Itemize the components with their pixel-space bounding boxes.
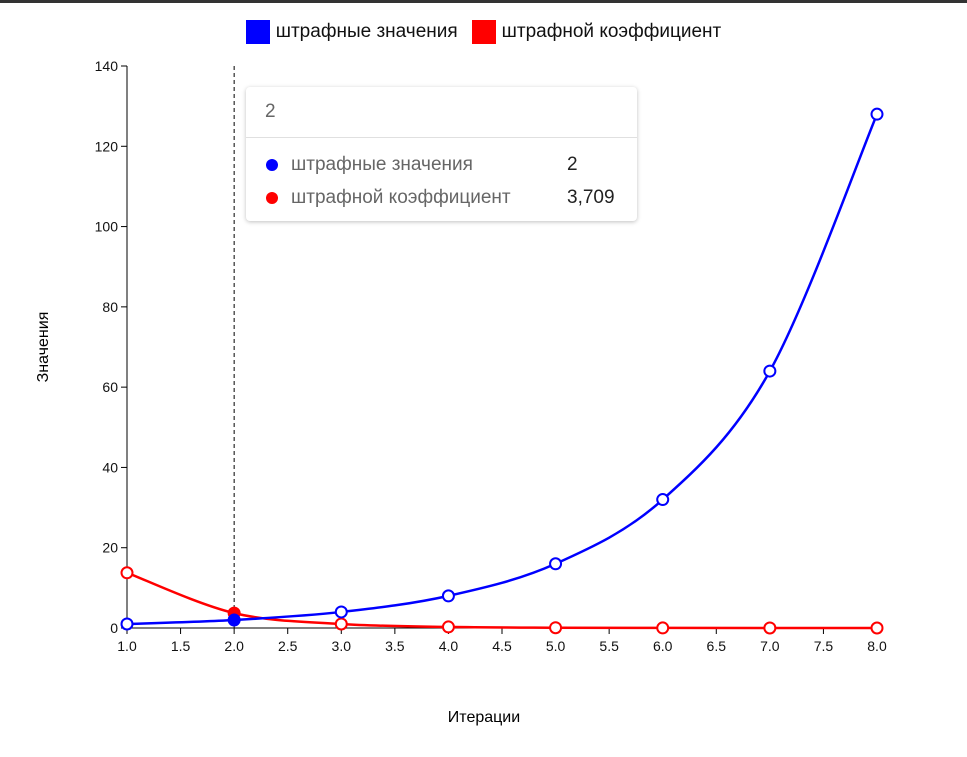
chart-legend: штрафные значения штрафной коэффициент xyxy=(0,20,967,44)
legend-label: штрафные значения xyxy=(275,21,458,42)
tooltip-dot-red xyxy=(266,192,278,204)
series-0-point xyxy=(870,107,884,121)
series-0-point xyxy=(334,605,348,619)
tooltip-row-label: штрафные значения xyxy=(291,154,473,175)
series-1-point xyxy=(334,617,348,631)
tooltip-row-label: штрафной коэффициент xyxy=(291,187,511,208)
series-0-point xyxy=(763,364,777,378)
tooltip-row-penalty-coefficient: штрафной коэффициент 3,709 xyxy=(246,181,637,214)
x-tick-label: 7.0 xyxy=(760,638,780,654)
y-tick-label: 60 xyxy=(102,379,118,395)
x-tick-label: 6.5 xyxy=(707,638,727,654)
series-0-point xyxy=(656,493,670,507)
series-1-point xyxy=(870,621,884,635)
series-layer xyxy=(120,107,884,635)
tooltip-row-value: 3,709 xyxy=(567,187,615,208)
y-tick-label: 0 xyxy=(110,620,118,636)
series-1-point xyxy=(441,620,455,634)
x-tick-label: 3.0 xyxy=(332,638,352,654)
x-tick-label: 1.5 xyxy=(171,638,191,654)
x-tick-label: 8.0 xyxy=(867,638,887,654)
series-1-point xyxy=(120,566,134,580)
legend-item-penalty-values[interactable]: штрафные значения xyxy=(245,20,458,44)
x-tick-label: 1.0 xyxy=(117,638,137,654)
y-tick-label: 120 xyxy=(95,138,119,154)
series-0-point xyxy=(227,613,241,627)
y-tick-label: 20 xyxy=(102,540,118,556)
tooltip-row-penalty-values: штрафные значения 2 xyxy=(246,148,637,181)
chart-tooltip: 2 штрафные значения 2 штрафной коэффицие… xyxy=(246,87,637,221)
series-1-point xyxy=(763,621,777,635)
y-tick-label: 140 xyxy=(95,58,119,74)
x-tick-label: 7.5 xyxy=(814,638,834,654)
legend-swatch-red xyxy=(471,20,496,44)
legend-label: штрафной коэффициент xyxy=(501,21,722,42)
x-tick-label: 2.5 xyxy=(278,638,298,654)
window-top-border xyxy=(0,0,967,3)
x-tick-label: 5.5 xyxy=(599,638,619,654)
x-tick-label: 4.5 xyxy=(492,638,512,654)
legend-swatch-blue xyxy=(245,20,270,44)
x-tick-label: 3.5 xyxy=(385,638,405,654)
series-0-point xyxy=(549,557,563,571)
y-tick-label: 40 xyxy=(102,459,118,475)
y-tick-label: 80 xyxy=(102,299,118,315)
legend-item-penalty-coefficient[interactable]: штрафной коэффициент xyxy=(471,20,722,44)
x-tick-label: 5.0 xyxy=(546,638,566,654)
series-1-point xyxy=(549,621,563,635)
series-1-point xyxy=(656,621,670,635)
x-tick-label: 2.0 xyxy=(224,638,244,654)
series-line-1 xyxy=(126,571,878,630)
tooltip-dot-blue xyxy=(266,159,278,171)
tooltip-title: 2 xyxy=(246,87,637,138)
x-tick-label: 6.0 xyxy=(653,638,673,654)
series-0-point xyxy=(120,617,134,631)
tooltip-row-value: 2 xyxy=(567,154,578,175)
x-axis-title: Итерации xyxy=(448,709,520,726)
y-axis-title: Значения xyxy=(35,312,52,383)
x-tick-label: 4.0 xyxy=(439,638,459,654)
series-0-point xyxy=(441,589,455,603)
y-tick-label: 100 xyxy=(95,219,119,235)
